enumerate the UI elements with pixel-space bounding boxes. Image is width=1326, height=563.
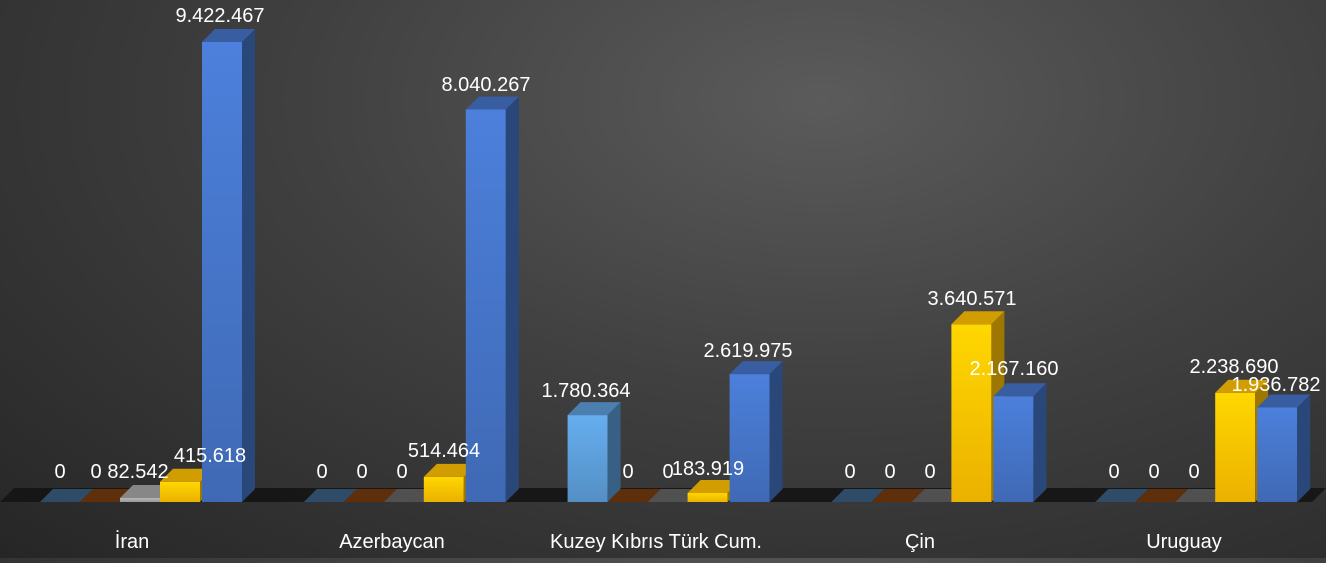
data-label: 0: [1108, 461, 1119, 483]
bar: [465, 109, 506, 502]
bar-zero: [871, 489, 925, 502]
data-label: 0: [844, 461, 855, 483]
bar-group: [567, 361, 783, 502]
bar-zero: [343, 489, 397, 502]
bar-zero: [911, 489, 965, 502]
bar: [120, 497, 160, 502]
bar-top: [120, 484, 173, 498]
bar-top: [1257, 394, 1311, 408]
bar: [160, 481, 200, 502]
bar: [423, 476, 464, 502]
data-label: 415.618: [174, 445, 246, 467]
bar-top: [687, 480, 741, 494]
data-label: 514.464: [408, 440, 480, 462]
data-label: 0: [356, 461, 367, 483]
bar-zero: [303, 489, 357, 502]
bar-zero: [1095, 489, 1149, 502]
data-label: 183.919: [672, 458, 744, 480]
bar-top: [567, 402, 621, 416]
category-label: Uruguay: [1146, 531, 1222, 553]
bar-group: [831, 311, 1047, 502]
bar: [687, 493, 728, 502]
data-label: 9.422.467: [176, 5, 265, 27]
category-label: Azerbaycan: [339, 531, 445, 553]
bar-top: [202, 29, 255, 42]
data-label: 0: [396, 461, 407, 483]
data-label: 0: [1148, 461, 1159, 483]
bar-zero: [607, 489, 661, 502]
data-label: 82.542: [107, 461, 168, 483]
bar-side: [505, 96, 519, 502]
bar-group: [1095, 379, 1311, 502]
data-label: 8.040.267: [442, 74, 531, 96]
bar-top: [423, 463, 477, 477]
data-label: 2.238.690: [1190, 356, 1279, 378]
data-label: 1.780.364: [542, 380, 631, 402]
bar-zero: [831, 489, 885, 502]
data-label: 2.167.160: [970, 358, 1059, 380]
bar: [951, 324, 992, 502]
bar-side: [1297, 394, 1311, 502]
bar-side: [1033, 383, 1047, 502]
bar: [202, 42, 242, 502]
bar: [993, 396, 1034, 502]
bar-top: [729, 361, 783, 375]
bar-side: [607, 402, 621, 502]
bar: [567, 415, 608, 502]
bar: [1257, 407, 1298, 502]
data-label: 0: [316, 461, 327, 483]
data-label: 3.640.571: [928, 288, 1017, 310]
bar-top: [1215, 379, 1269, 393]
bar-top: [465, 96, 519, 110]
category-label: Çin: [905, 531, 935, 553]
bar-top: [951, 311, 1005, 325]
data-label: 1.936.782: [1232, 374, 1321, 396]
bar-zero: [1135, 489, 1189, 502]
category-label: İran: [115, 530, 149, 553]
data-label: 0: [924, 461, 935, 483]
bar-side: [242, 29, 255, 502]
bar-zero: [80, 489, 133, 502]
data-label: 2.619.975: [704, 340, 793, 362]
data-label: 0: [54, 461, 65, 483]
bar-zero: [383, 489, 437, 502]
bar-group: [40, 29, 255, 502]
bar: [729, 374, 770, 502]
bar-group: [303, 96, 519, 502]
data-label: 0: [884, 461, 895, 483]
bar-side: [769, 361, 783, 502]
data-label: 0: [622, 461, 633, 483]
data-label: 0: [90, 461, 101, 483]
category-label: Kuzey Kıbrıs Türk Cum.: [550, 531, 762, 553]
bar-zero: [1175, 489, 1229, 502]
bar-zero: [647, 489, 701, 502]
bar: [1215, 392, 1256, 502]
data-label: 0: [662, 461, 673, 483]
bar-zero: [40, 489, 93, 502]
bar-top: [160, 468, 213, 482]
bar-top: [993, 383, 1047, 397]
data-label: 0: [1188, 461, 1199, 483]
